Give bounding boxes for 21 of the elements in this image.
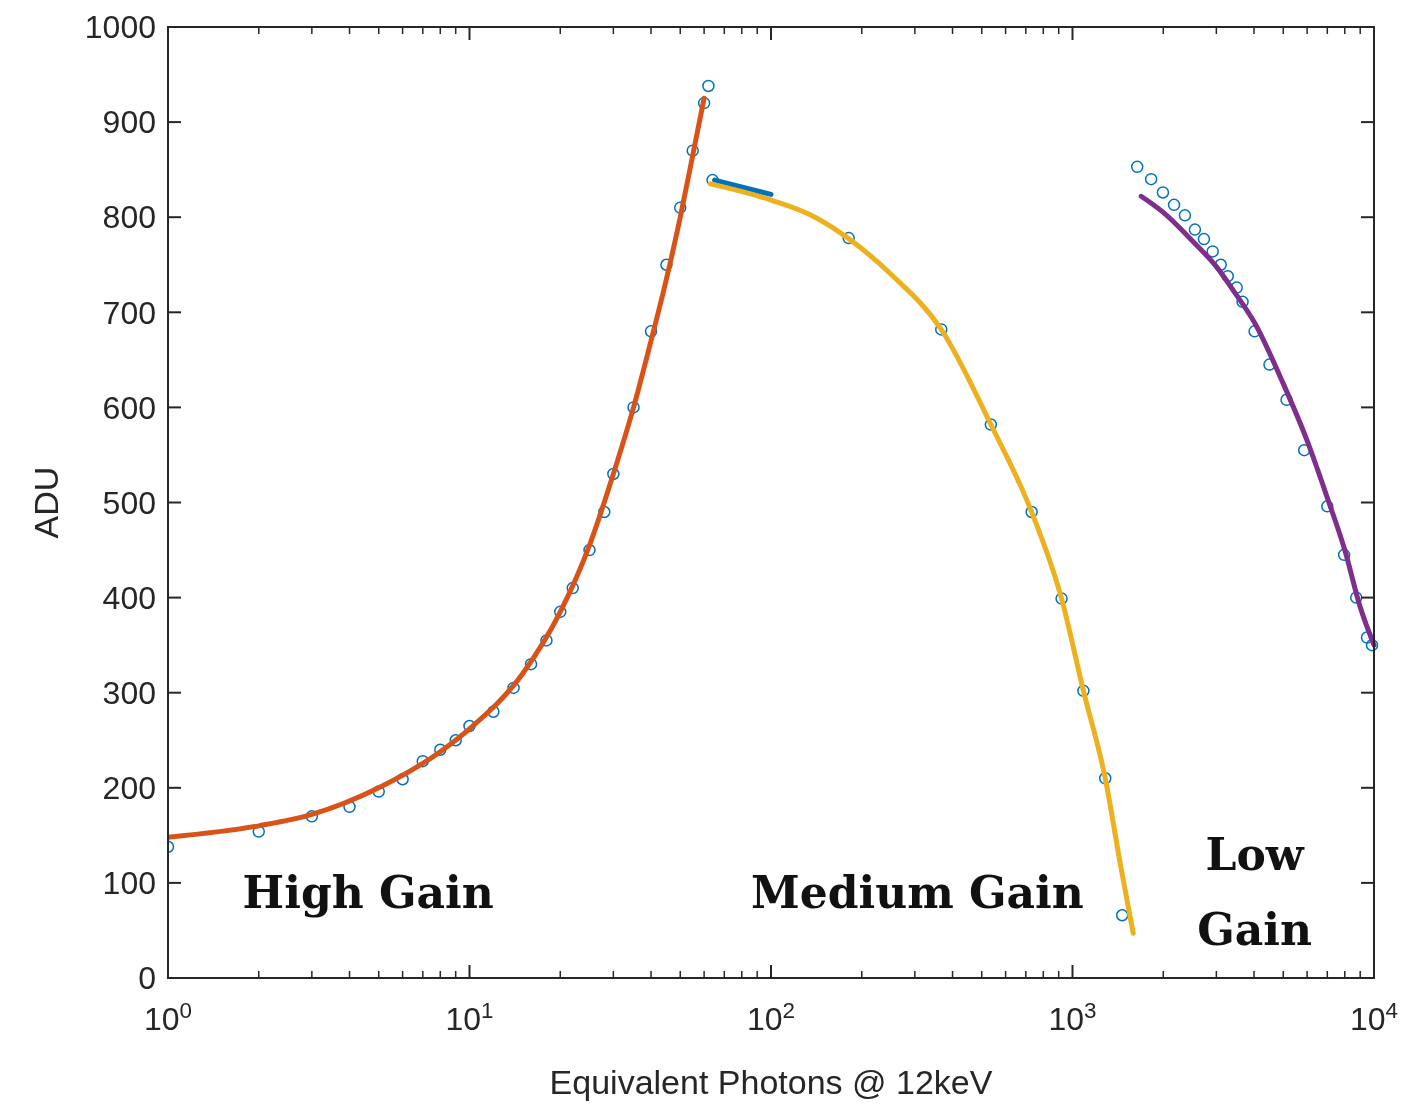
y-tick-label: 1000 — [84, 9, 156, 46]
annotation: Medium Gain — [750, 866, 1084, 918]
y-tick-label: 600 — [102, 389, 156, 426]
y-tick-label: 400 — [102, 579, 156, 616]
y-tick-label: 200 — [102, 770, 156, 806]
x-tick-label: 10$^{4}$ — [1349, 997, 1399, 1037]
annotation: High Gain — [242, 866, 494, 918]
y-tick-label: 800 — [102, 199, 156, 236]
y-tick-label: 900 — [102, 104, 156, 141]
x-tick-label: 10$^{3}$ — [1048, 997, 1097, 1037]
y-tick-label: 0 — [138, 960, 156, 997]
y-tick-label: 100 — [102, 865, 156, 902]
y-axis-title: ADU — [27, 466, 65, 539]
annotation: Low Gain — [1197, 829, 1313, 956]
y-tick-label: 500 — [102, 484, 156, 521]
y-tick-label: 700 — [102, 294, 156, 331]
x-axis-title: Equivalent Photons @ 12keV — [549, 1063, 993, 1101]
x-tick-label: 10$^{2}$ — [746, 997, 796, 1037]
y-tick-label: 300 — [102, 674, 156, 711]
x-tick-label: 10$^{1}$ — [445, 997, 494, 1037]
x-tick-label: 10$^{0}$ — [143, 997, 193, 1037]
